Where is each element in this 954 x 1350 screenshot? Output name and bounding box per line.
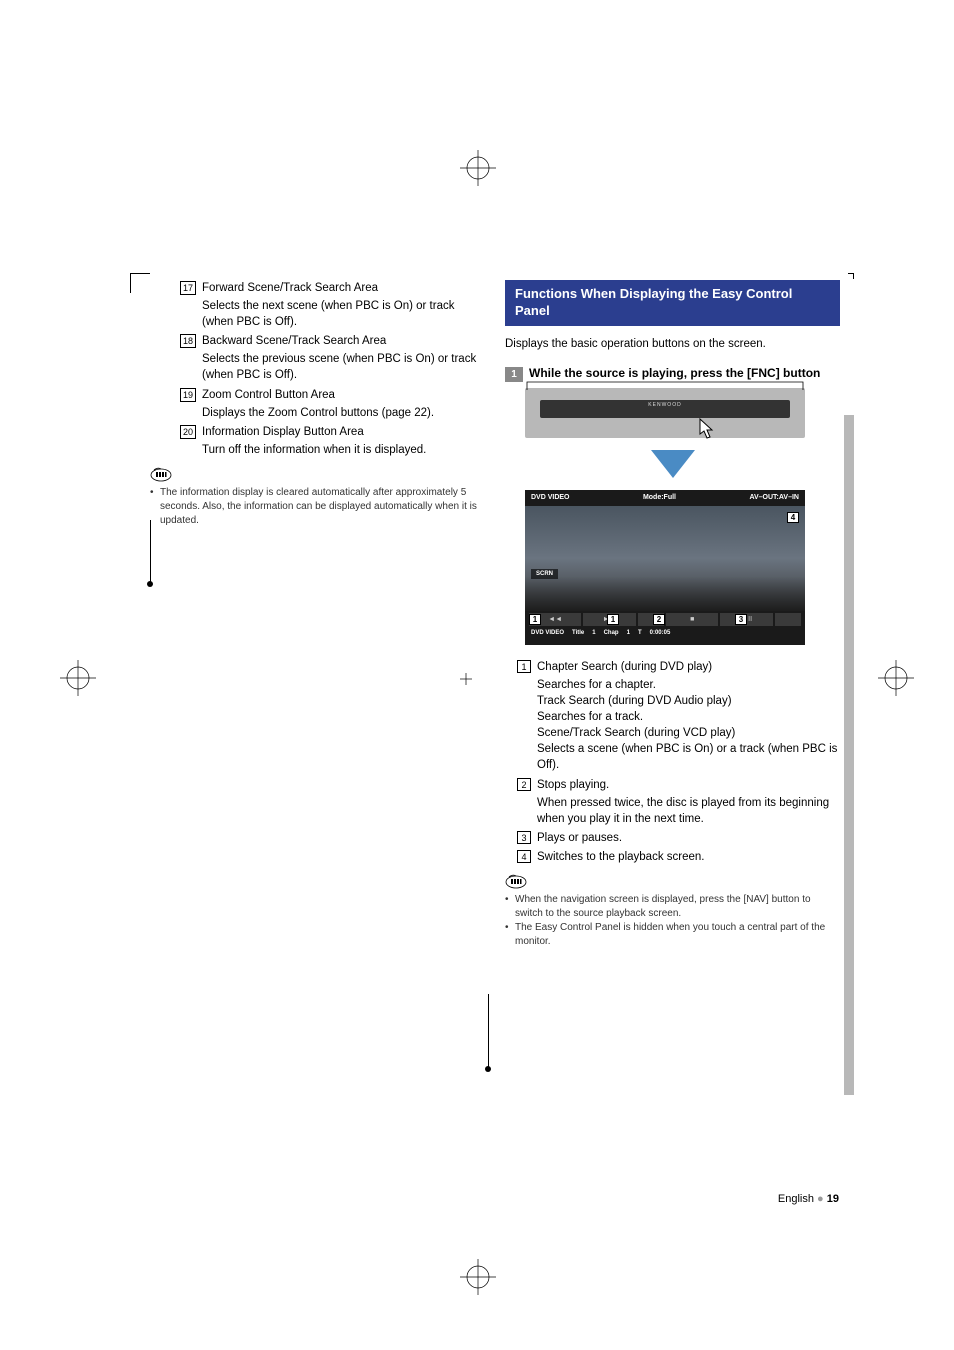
item-desc: Scene/Track Search (during VCD play) (537, 725, 840, 741)
spacer (775, 613, 801, 626)
item-desc: Selects the previous scene (when PBC is … (202, 351, 485, 383)
screen-time: 0:00:05 (650, 630, 671, 636)
screen-mode: Mode:Full (643, 494, 676, 501)
footer-page: 19 (827, 1193, 839, 1205)
callout-number: 2 (653, 614, 665, 625)
item-title: Zoom Control Button Area (202, 387, 335, 403)
stop-button-icon: ■ (666, 613, 718, 626)
footer-dot-icon: ● (817, 1193, 827, 1205)
registration-mark-icon (878, 660, 914, 696)
device-illustration: KENWOOD (525, 388, 805, 438)
screen-t-label: T (638, 630, 642, 636)
note-icon (150, 466, 172, 482)
item-number: 1 (517, 660, 531, 673)
bullet-icon: • (505, 893, 515, 921)
pointer-icon (697, 416, 717, 441)
screen-illustration: DVD VIDEO Mode:Full AV–OUT:AV–IN SCRN 4 … (525, 490, 805, 645)
item-desc: Searches for a chapter. (537, 677, 840, 693)
screen-avout: AV–OUT:AV–IN (749, 494, 799, 501)
rule-line (488, 994, 489, 1069)
note-item: • The Easy Control Panel is hidden when … (505, 921, 840, 949)
note-icon (505, 873, 527, 889)
device-brand: KENWOOD (648, 402, 681, 408)
list-item: 4 Switches to the playback screen. (517, 849, 840, 865)
bullet-icon: • (150, 486, 160, 528)
registration-mark-icon (460, 150, 496, 186)
item-title: Chapter Search (during DVD play) (537, 659, 712, 675)
step-number: 1 (505, 367, 523, 382)
list-item: 3 Plays or pauses. (517, 830, 840, 846)
note-item: • The information display is cleared aut… (150, 486, 485, 528)
rule-dot-icon (485, 1066, 491, 1072)
item-number: 19 (180, 388, 196, 402)
list-item: 1 Chapter Search (during DVD play) Searc… (517, 659, 840, 774)
callout-number: 1 (607, 614, 619, 625)
item-title: Forward Scene/Track Search Area (202, 280, 378, 296)
item-desc: Turn off the information when it is disp… (202, 442, 485, 458)
list-item: 20 Information Display Button Area Turn … (180, 424, 485, 458)
note-text: When the navigation screen is displayed,… (515, 893, 840, 921)
callout-number: 3 (735, 614, 747, 625)
right-column: Functions When Displaying the Easy Contr… (505, 280, 840, 949)
bracket-icon (525, 376, 805, 392)
item-desc: Selects the next scene (when PBC is On) … (202, 298, 485, 330)
item-number: 2 (517, 778, 531, 791)
item-number: 18 (180, 334, 196, 348)
screen-title-n: 1 (592, 630, 595, 636)
crop-mark-icon (130, 273, 150, 293)
section-header: Functions When Displaying the Easy Contr… (505, 280, 840, 326)
item-desc: Track Search (during DVD Audio play) (537, 693, 840, 709)
item-title: Plays or pauses. (537, 830, 622, 846)
footer-lang: English (778, 1193, 814, 1205)
bullet-icon: • (505, 921, 515, 949)
registration-mark-icon (60, 660, 96, 696)
screen-title-label: Title (572, 630, 584, 636)
note-text: The information display is cleared autom… (160, 486, 485, 528)
item-number: 3 (517, 831, 531, 844)
screen-chap-n: 1 (627, 630, 630, 636)
list-item: 17 Forward Scene/Track Search Area Selec… (180, 280, 485, 330)
scrn-badge: SCRN (531, 569, 558, 579)
item-number: 20 (180, 425, 196, 439)
item-number: 4 (517, 850, 531, 863)
screen-label: DVD VIDEO (531, 630, 564, 636)
item-desc: Searches for a track. (537, 709, 840, 725)
callout-number: 4 (787, 512, 799, 523)
intro-text: Displays the basic operation buttons on … (505, 336, 840, 352)
item-title: Information Display Button Area (202, 424, 364, 440)
note-text: The Easy Control Panel is hidden when yo… (515, 921, 840, 949)
left-column: 17 Forward Scene/Track Search Area Selec… (150, 280, 485, 949)
item-title: Backward Scene/Track Search Area (202, 333, 386, 349)
item-title: Switches to the playback screen. (537, 849, 704, 865)
list-item: 18 Backward Scene/Track Search Area Sele… (180, 333, 485, 383)
item-number: 17 (180, 281, 196, 295)
side-marker (844, 415, 854, 1095)
list-item: 19 Zoom Control Button Area Displays the… (180, 387, 485, 421)
item-desc: Selects a scene (when PBC is On) or a tr… (537, 741, 840, 773)
screen-chap-label: Chap (604, 630, 619, 636)
registration-mark-icon (460, 1259, 496, 1295)
note-item: • When the navigation screen is displaye… (505, 893, 840, 921)
page-footer: English ● 19 (778, 1193, 839, 1205)
list-item: 2 Stops playing. When pressed twice, the… (517, 777, 840, 827)
screen-source: DVD VIDEO (531, 494, 570, 501)
item-desc: Displays the Zoom Control buttons (page … (202, 405, 485, 421)
arrow-down-icon (651, 450, 695, 478)
item-title: Stops playing. (537, 777, 609, 793)
callout-number: 1 (529, 614, 541, 625)
item-desc: When pressed twice, the disc is played f… (537, 795, 840, 827)
